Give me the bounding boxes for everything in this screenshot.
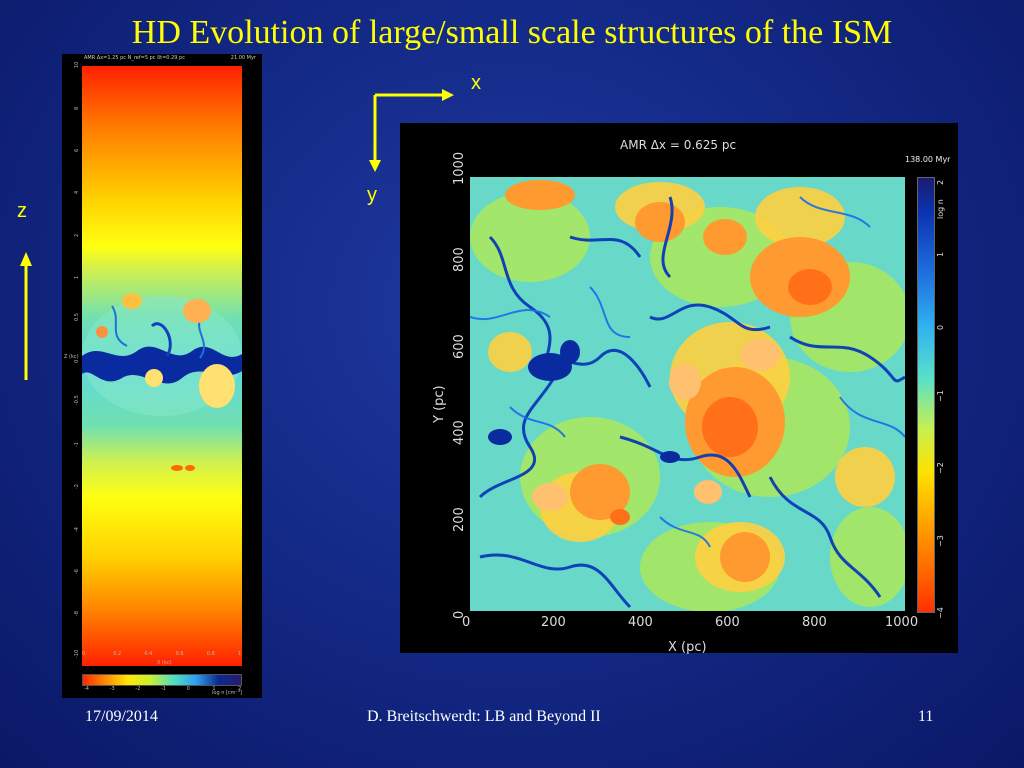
ism-density-map-panel: AMR Δx = 0.625 pc 138.00 Myr (400, 123, 958, 655)
map-colorbar (917, 177, 935, 613)
slab-x-tick-label: 0.4 (144, 651, 153, 657)
slab-z-tick-label: -4 (74, 526, 80, 532)
slab-x-tick-label: 0.2 (113, 651, 122, 657)
slab-colorbar-tick: -3 (109, 686, 115, 692)
map-x-tick-label: 600 (715, 615, 740, 630)
z-axis-letter: z (17, 200, 27, 222)
map-colorbar-tick: 1 (936, 252, 945, 258)
slab-x-axis-label: X (kc) (157, 660, 172, 666)
slab-z-tick-label: -1 (74, 442, 80, 448)
slab-z-tick-label: 0 (74, 359, 80, 363)
slab-colorbar-tick: -2 (135, 686, 141, 692)
slab-z-tick-label: 8 (74, 106, 80, 111)
slab-z-tick-label: 2 (74, 233, 80, 237)
map-x-tick-label: 1000 (885, 615, 919, 630)
map-y-tick-label: 800 (452, 246, 467, 272)
slab-colorbar-label: log n [cm⁻³] (212, 690, 243, 696)
map-x-tick-label: 200 (541, 615, 566, 630)
slab-z-tick-label: -2 (74, 484, 80, 490)
y-axis-letter: y (367, 184, 377, 206)
slab-z-tick-label: 1 (74, 275, 80, 279)
footer-author: D. Breitschwerdt: LB and Beyond II (367, 708, 601, 725)
slab-colorbar-tick: -4 (84, 686, 89, 692)
slab-x-tick-label: 0 (82, 651, 86, 657)
map-colorbar-tick: −3 (936, 534, 945, 547)
density-map-image (470, 177, 905, 611)
slab-colorbar (82, 674, 242, 686)
slab-z-tick-label: 4 (74, 191, 80, 195)
map-colorbar-tick: 0 (936, 324, 945, 330)
slab-density-image (82, 66, 242, 700)
map-y-tick-label: 400 (452, 420, 467, 446)
map-y-tick-label: 200 (452, 507, 467, 533)
slab-z-axis-label: Z (kc) (64, 354, 79, 360)
map-y-tick-label: 1000 (452, 151, 467, 185)
map-colorbar-tick: −4 (936, 607, 945, 619)
map-colorbar-tick: −1 (936, 390, 945, 402)
slab-z-tick-label: -0.5 (74, 395, 80, 406)
footer-page-number: 11 (918, 708, 934, 725)
slab-colorbar-tick: 1 (212, 686, 216, 692)
map-colorbar-label: log n (936, 199, 945, 219)
map-x-axis-label: X (pc) (668, 640, 707, 655)
slab-header-info: AMR Δx=1.25 pc N_ref=5 pc δt=0.29 pc (84, 55, 185, 61)
xy-arrows-icon (369, 89, 454, 172)
map-x-tick-label: 400 (628, 615, 653, 630)
slab-time-label: 21.00 Myr (230, 55, 256, 61)
slab-z-tick-label: -6 (74, 568, 80, 574)
slab-x-tick-label: 0.6 (175, 651, 184, 657)
slide-title: HD Evolution of large/small scale struct… (131, 14, 893, 51)
slab-z-tick-label: 6 (74, 149, 80, 153)
map-time-label: 138.00 Myr (905, 155, 951, 164)
slab-z-tick-label: -8 (74, 610, 80, 616)
slab-x-tick-label: 1 (238, 651, 242, 657)
map-colorbar-tick: 2 (936, 179, 945, 185)
map-x-tick-label: 0 (462, 615, 471, 630)
x-axis-letter: x (471, 72, 481, 94)
amr-resolution-label: AMR Δx = 0.625 pc (620, 138, 737, 152)
z-arrow-icon (20, 252, 32, 380)
slab-colorbar-tick: -1 (161, 686, 166, 692)
map-colorbar-tick: −2 (936, 462, 945, 475)
slab-z-tick-label: 10 (74, 61, 80, 68)
slab-x-tick-label: 0.8 (206, 651, 215, 657)
slab-simulation-panel: AMR Δx=1.25 pc N_ref=5 pc δt=0.29 pc 21.… (62, 54, 262, 698)
footer-date: 17/09/2014 (85, 708, 158, 725)
slab-z-tick-label: 0.5 (74, 312, 80, 321)
map-x-tick-label: 800 (802, 615, 827, 630)
slab-colorbar-tick: 2 (238, 686, 242, 692)
map-y-axis-label: Y (pc) (432, 385, 447, 423)
slab-z-tick-label: -10 (74, 649, 80, 658)
slab-colorbar-tick: 0 (186, 686, 190, 692)
map-y-tick-label: 600 (452, 333, 467, 359)
